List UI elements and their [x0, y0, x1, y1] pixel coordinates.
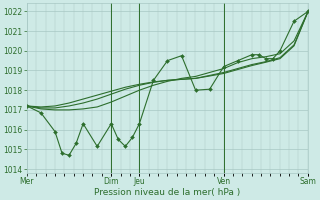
X-axis label: Pression niveau de la mer( hPa ): Pression niveau de la mer( hPa ) — [94, 188, 241, 197]
